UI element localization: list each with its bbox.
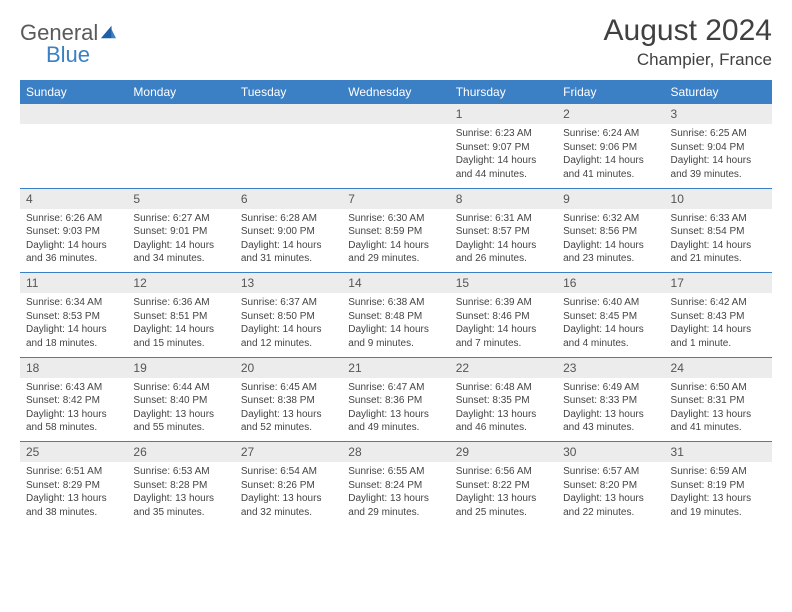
day-number-cell: 2 bbox=[557, 104, 664, 124]
day-content-cell bbox=[342, 124, 449, 188]
calendar-header-row: SundayMondayTuesdayWednesdayThursdayFrid… bbox=[20, 80, 772, 104]
day-number-cell: 17 bbox=[665, 273, 772, 294]
day-number-cell: 12 bbox=[127, 273, 234, 294]
day-content-cell: Sunrise: 6:28 AMSunset: 9:00 PMDaylight:… bbox=[235, 209, 342, 273]
day-content-cell: Sunrise: 6:31 AMSunset: 8:57 PMDaylight:… bbox=[450, 209, 557, 273]
day-content-cell: Sunrise: 6:49 AMSunset: 8:33 PMDaylight:… bbox=[557, 378, 664, 442]
day-content-cell bbox=[127, 124, 234, 188]
weekday-header: Wednesday bbox=[342, 80, 449, 104]
day-content-cell: Sunrise: 6:55 AMSunset: 8:24 PMDaylight:… bbox=[342, 462, 449, 526]
day-content-cell: Sunrise: 6:48 AMSunset: 8:35 PMDaylight:… bbox=[450, 378, 557, 442]
page-title: August 2024 bbox=[604, 14, 772, 48]
day-number-cell: 14 bbox=[342, 273, 449, 294]
day-content-cell: Sunrise: 6:53 AMSunset: 8:28 PMDaylight:… bbox=[127, 462, 234, 526]
day-content-cell: Sunrise: 6:43 AMSunset: 8:42 PMDaylight:… bbox=[20, 378, 127, 442]
day-number-cell: 20 bbox=[235, 357, 342, 378]
day-content-cell: Sunrise: 6:23 AMSunset: 9:07 PMDaylight:… bbox=[450, 124, 557, 188]
day-number-cell bbox=[235, 104, 342, 124]
day-content-cell: Sunrise: 6:54 AMSunset: 8:26 PMDaylight:… bbox=[235, 462, 342, 526]
day-number-cell: 4 bbox=[20, 188, 127, 209]
day-number-cell: 1 bbox=[450, 104, 557, 124]
day-number-cell bbox=[342, 104, 449, 124]
day-content-cell: Sunrise: 6:42 AMSunset: 8:43 PMDaylight:… bbox=[665, 293, 772, 357]
day-content-cell: Sunrise: 6:32 AMSunset: 8:56 PMDaylight:… bbox=[557, 209, 664, 273]
weekday-header: Tuesday bbox=[235, 80, 342, 104]
day-content-cell: Sunrise: 6:33 AMSunset: 8:54 PMDaylight:… bbox=[665, 209, 772, 273]
day-number-cell: 7 bbox=[342, 188, 449, 209]
day-content-cell: Sunrise: 6:40 AMSunset: 8:45 PMDaylight:… bbox=[557, 293, 664, 357]
day-number-cell: 30 bbox=[557, 442, 664, 463]
day-content-cell: Sunrise: 6:59 AMSunset: 8:19 PMDaylight:… bbox=[665, 462, 772, 526]
day-number-cell: 11 bbox=[20, 273, 127, 294]
day-content-cell: Sunrise: 6:25 AMSunset: 9:04 PMDaylight:… bbox=[665, 124, 772, 188]
day-number-cell: 25 bbox=[20, 442, 127, 463]
day-content-cell: Sunrise: 6:56 AMSunset: 8:22 PMDaylight:… bbox=[450, 462, 557, 526]
day-number-cell: 10 bbox=[665, 188, 772, 209]
weekday-header: Monday bbox=[127, 80, 234, 104]
day-number-cell: 9 bbox=[557, 188, 664, 209]
day-content-cell: Sunrise: 6:24 AMSunset: 9:06 PMDaylight:… bbox=[557, 124, 664, 188]
day-number-cell: 15 bbox=[450, 273, 557, 294]
day-content-cell: Sunrise: 6:51 AMSunset: 8:29 PMDaylight:… bbox=[20, 462, 127, 526]
day-content-cell: Sunrise: 6:37 AMSunset: 8:50 PMDaylight:… bbox=[235, 293, 342, 357]
day-number-cell: 27 bbox=[235, 442, 342, 463]
day-number-cell: 13 bbox=[235, 273, 342, 294]
day-content-cell: Sunrise: 6:30 AMSunset: 8:59 PMDaylight:… bbox=[342, 209, 449, 273]
day-content-cell bbox=[20, 124, 127, 188]
logo-text-blue: Blue bbox=[46, 42, 118, 68]
day-content-cell: Sunrise: 6:44 AMSunset: 8:40 PMDaylight:… bbox=[127, 378, 234, 442]
day-number-cell: 3 bbox=[665, 104, 772, 124]
day-number-cell: 8 bbox=[450, 188, 557, 209]
day-number-cell: 29 bbox=[450, 442, 557, 463]
day-content-cell: Sunrise: 6:45 AMSunset: 8:38 PMDaylight:… bbox=[235, 378, 342, 442]
weekday-header: Friday bbox=[557, 80, 664, 104]
calendar-table: SundayMondayTuesdayWednesdayThursdayFrid… bbox=[20, 80, 772, 526]
day-content-cell bbox=[235, 124, 342, 188]
day-content-cell: Sunrise: 6:36 AMSunset: 8:51 PMDaylight:… bbox=[127, 293, 234, 357]
day-number-cell: 16 bbox=[557, 273, 664, 294]
day-number-cell: 26 bbox=[127, 442, 234, 463]
day-content-cell: Sunrise: 6:38 AMSunset: 8:48 PMDaylight:… bbox=[342, 293, 449, 357]
day-content-cell: Sunrise: 6:47 AMSunset: 8:36 PMDaylight:… bbox=[342, 378, 449, 442]
weekday-header: Thursday bbox=[450, 80, 557, 104]
location-subtitle: Champier, France bbox=[604, 50, 772, 70]
weekday-header: Saturday bbox=[665, 80, 772, 104]
day-number-cell: 18 bbox=[20, 357, 127, 378]
day-number-cell: 21 bbox=[342, 357, 449, 378]
day-number-cell bbox=[127, 104, 234, 124]
title-block: August 2024 Champier, France bbox=[604, 14, 772, 70]
day-number-cell: 22 bbox=[450, 357, 557, 378]
day-number-cell bbox=[20, 104, 127, 124]
day-number-cell: 31 bbox=[665, 442, 772, 463]
day-number-cell: 24 bbox=[665, 357, 772, 378]
day-content-cell: Sunrise: 6:26 AMSunset: 9:03 PMDaylight:… bbox=[20, 209, 127, 273]
day-number-cell: 5 bbox=[127, 188, 234, 209]
day-number-cell: 23 bbox=[557, 357, 664, 378]
day-content-cell: Sunrise: 6:27 AMSunset: 9:01 PMDaylight:… bbox=[127, 209, 234, 273]
day-content-cell: Sunrise: 6:39 AMSunset: 8:46 PMDaylight:… bbox=[450, 293, 557, 357]
day-content-cell: Sunrise: 6:34 AMSunset: 8:53 PMDaylight:… bbox=[20, 293, 127, 357]
header: GeneralBlue August 2024 Champier, France bbox=[20, 14, 772, 70]
day-content-cell: Sunrise: 6:50 AMSunset: 8:31 PMDaylight:… bbox=[665, 378, 772, 442]
day-number-cell: 19 bbox=[127, 357, 234, 378]
logo: GeneralBlue bbox=[20, 20, 118, 68]
logo-sail-icon bbox=[99, 24, 117, 40]
weekday-header: Sunday bbox=[20, 80, 127, 104]
day-number-cell: 6 bbox=[235, 188, 342, 209]
day-content-cell: Sunrise: 6:57 AMSunset: 8:20 PMDaylight:… bbox=[557, 462, 664, 526]
day-number-cell: 28 bbox=[342, 442, 449, 463]
